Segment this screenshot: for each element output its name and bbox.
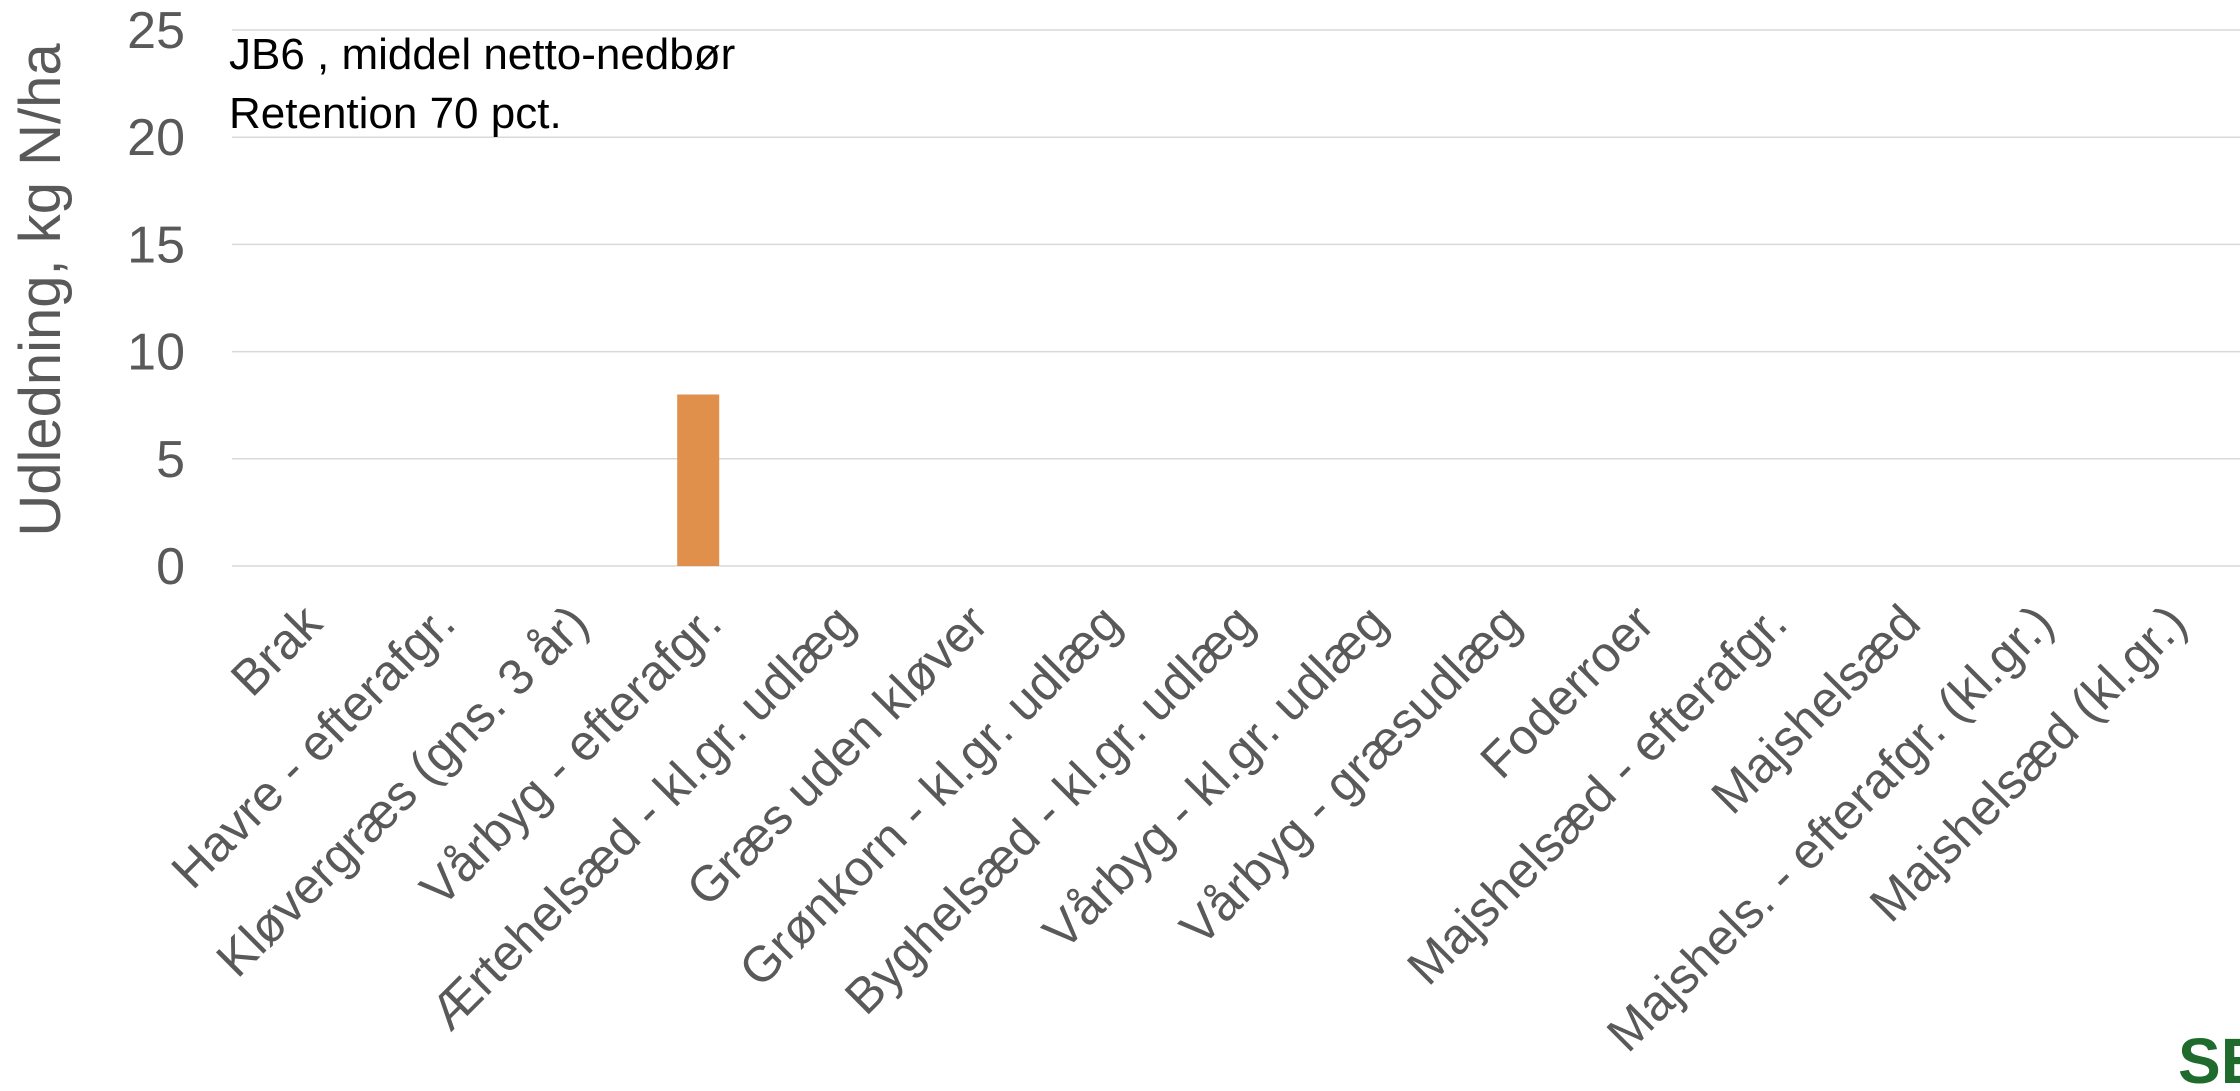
- company-logo: SE: [2178, 1025, 2240, 1091]
- bars: [677, 394, 720, 566]
- category-label: Brak: [220, 593, 333, 706]
- bar: [677, 394, 720, 566]
- y-tick-label: 0: [156, 538, 185, 596]
- y-tick-label: 20: [127, 109, 185, 167]
- y-axis-label: Udledning, kg N/ha: [8, 43, 73, 537]
- annotation-line-2: Retention 70 pct.: [229, 89, 562, 138]
- y-tick-label: 15: [127, 216, 185, 274]
- y-tick-labels: 0 5 10 15 20 25: [127, 2, 185, 596]
- y-tick-label: 25: [127, 2, 185, 60]
- gridlines: [232, 29, 2240, 567]
- y-tick-label: 5: [156, 431, 185, 489]
- y-tick-label: 10: [127, 324, 185, 382]
- annotation-line-1: JB6 , middel netto-nedbør: [229, 30, 735, 79]
